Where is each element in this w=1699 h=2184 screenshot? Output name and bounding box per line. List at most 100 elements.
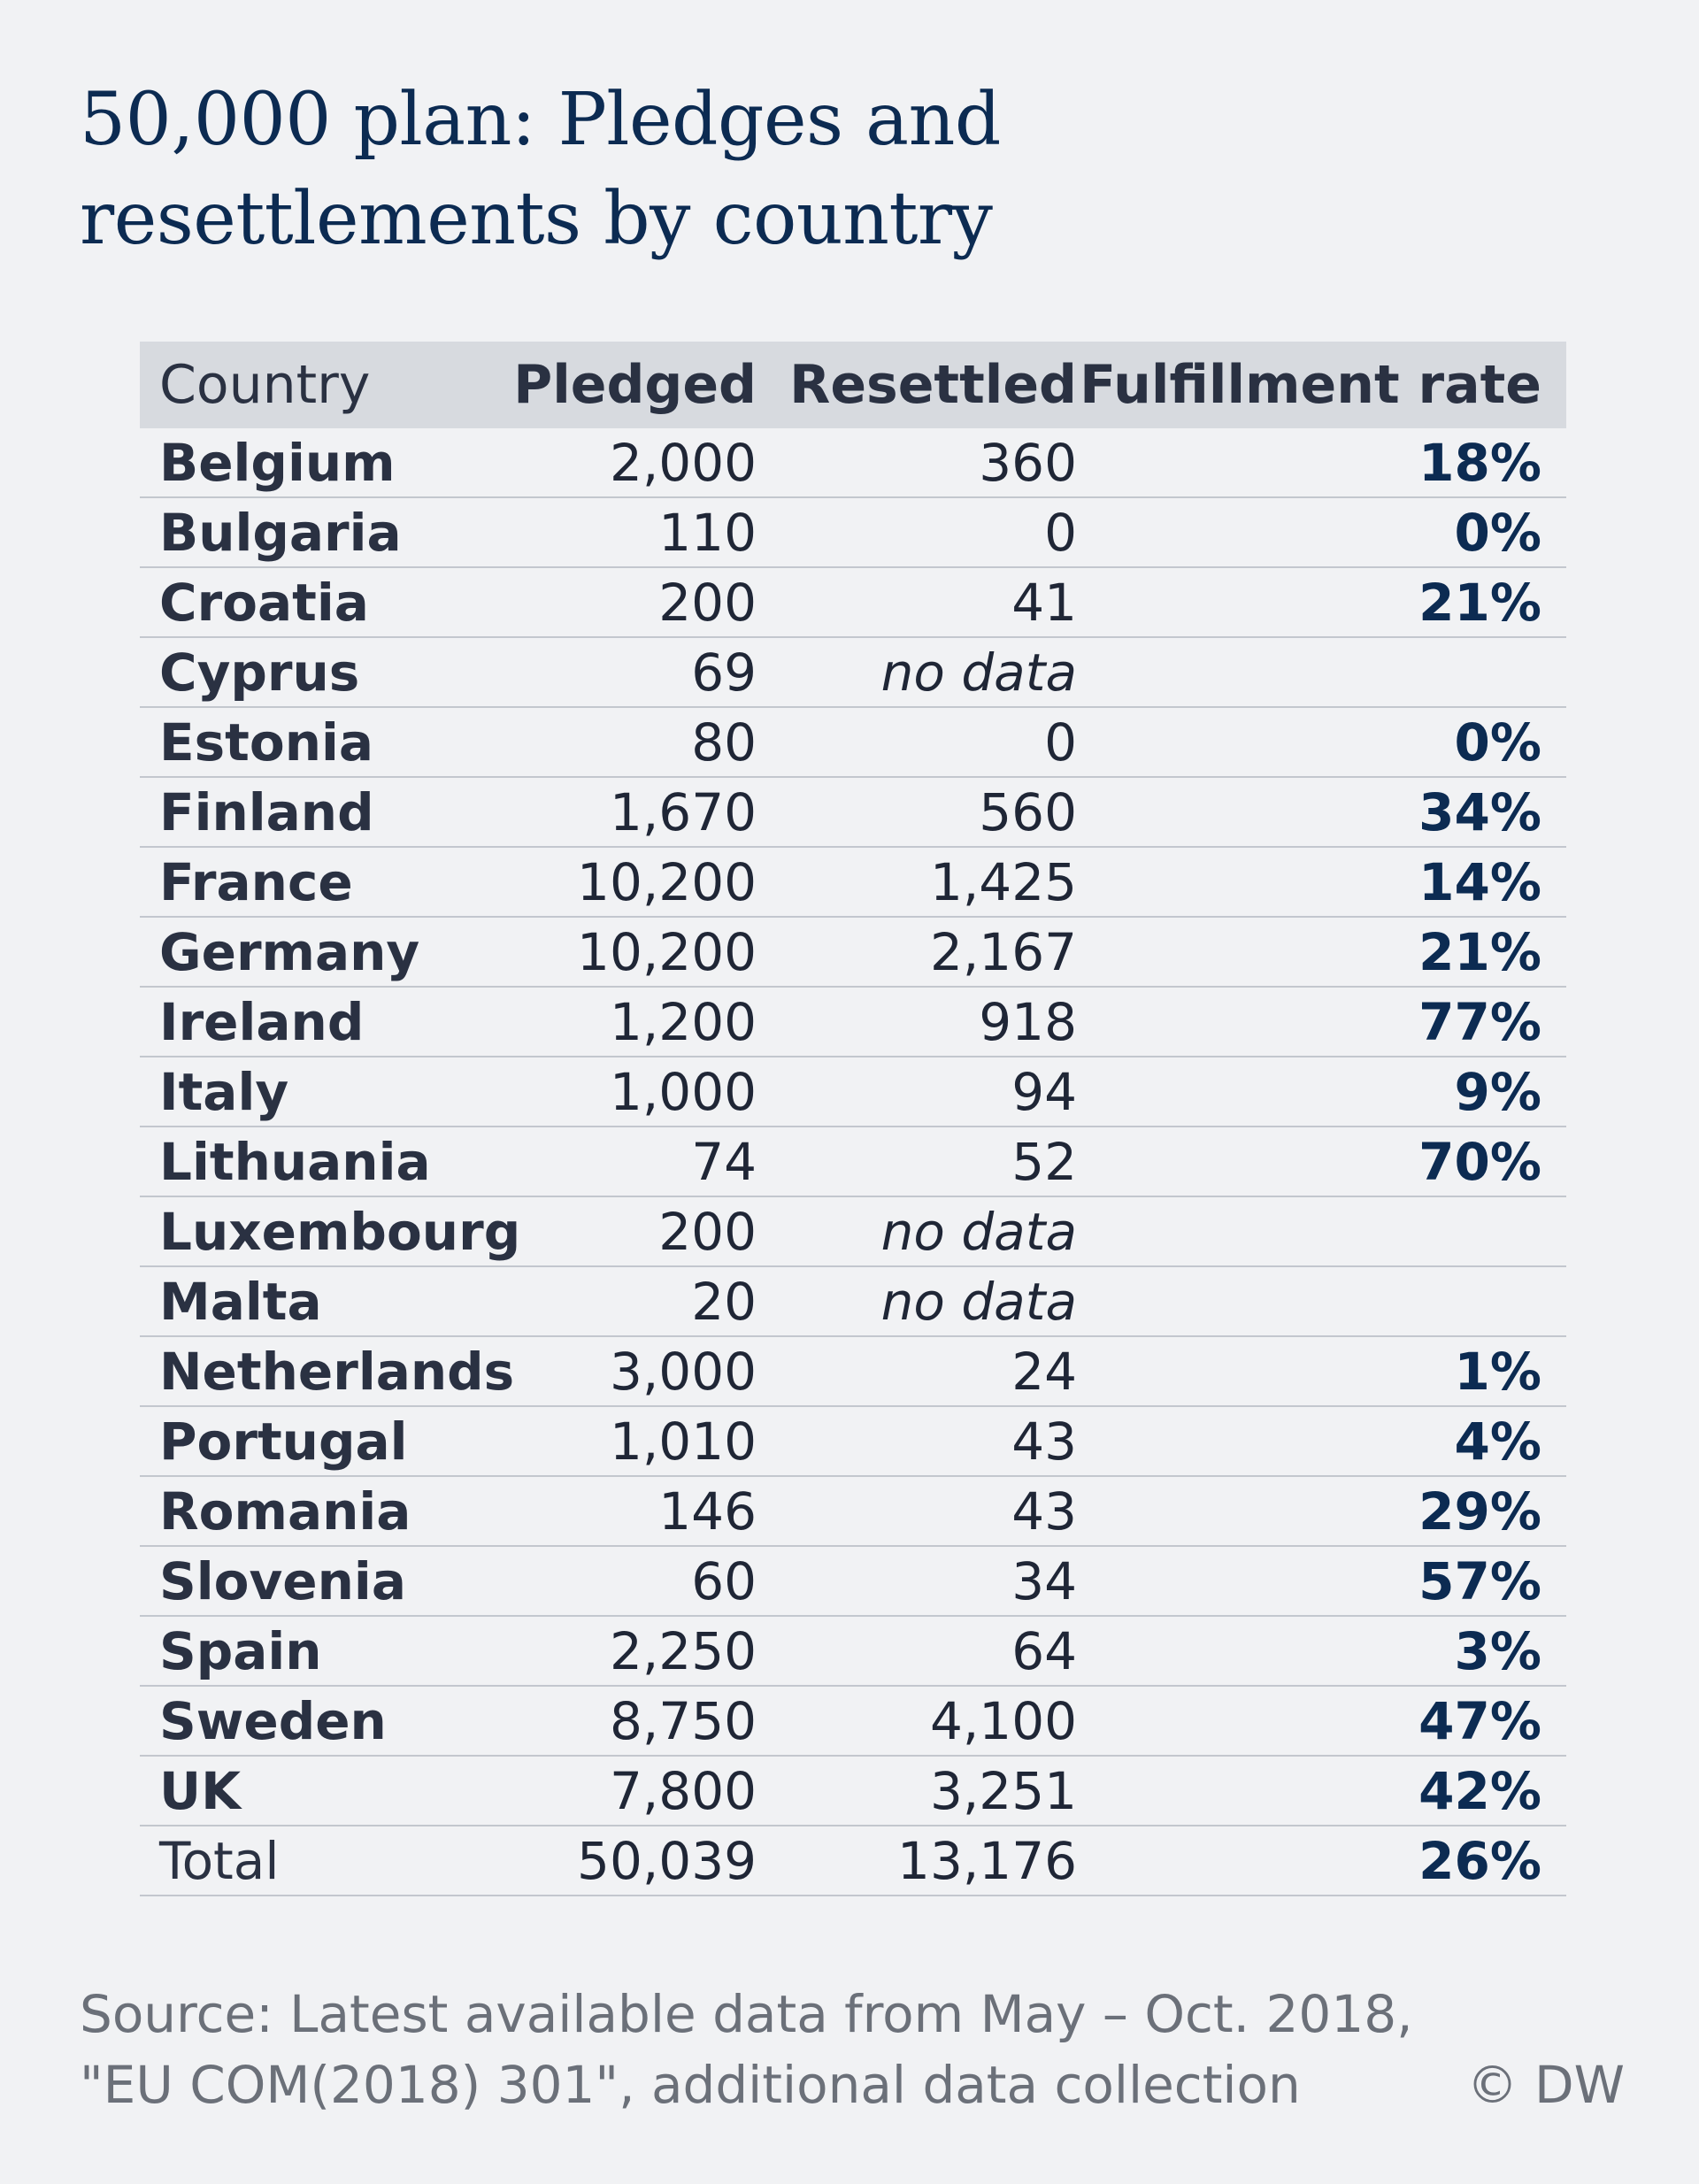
cell-country: Portugal bbox=[140, 1406, 487, 1477]
cell-fulfillment-rate: 21% bbox=[1077, 917, 1566, 988]
chart-title-line-1: 50,000 plan: Pledges and bbox=[80, 78, 1001, 162]
cell-fulfillment-rate: 0% bbox=[1077, 497, 1566, 568]
table-row: Estonia 80 0 0% bbox=[140, 707, 1566, 778]
table-row: Croatia 200 41 21% bbox=[140, 567, 1566, 638]
cell-fulfillment-rate: 21% bbox=[1077, 567, 1566, 638]
cell-fulfillment-rate: 42% bbox=[1077, 1756, 1566, 1826]
cell-fulfillment-rate: 0% bbox=[1077, 707, 1566, 778]
cell-pledged: 69 bbox=[487, 637, 757, 708]
source-line-2: "EU COM(2018) 301", additional data coll… bbox=[80, 2055, 1301, 2115]
table-row: Finland 1,670 560 34% bbox=[140, 777, 1566, 848]
table-header-row: Country Pledged Resettled Fulfillment ra… bbox=[140, 342, 1566, 428]
cell-resettled: 0 bbox=[757, 707, 1077, 778]
cell-fulfillment-rate bbox=[1077, 1266, 1566, 1337]
table-row: Slovenia 60 34 57% bbox=[140, 1546, 1566, 1617]
table-body: Belgium 2,000 360 18% Bulgaria 110 0 0% Croatia 2… bbox=[140, 428, 1566, 1896]
cell-country: Total bbox=[140, 1826, 487, 1896]
cell-resettled: 4,100 bbox=[757, 1686, 1077, 1757]
cell-country: Belgium bbox=[140, 428, 487, 498]
column-header-pledged: Pledged bbox=[487, 342, 757, 428]
cell-resettled: 52 bbox=[757, 1127, 1077, 1197]
cell-pledged: 1,000 bbox=[487, 1057, 757, 1127]
cell-fulfillment-rate: 29% bbox=[1077, 1476, 1566, 1547]
cell-resettled: 94 bbox=[757, 1057, 1077, 1127]
cell-resettled: 360 bbox=[757, 428, 1077, 498]
cell-fulfillment-rate: 57% bbox=[1077, 1546, 1566, 1617]
table-row: Cyprus 69 no data bbox=[140, 637, 1566, 708]
cell-resettled: 3,251 bbox=[757, 1756, 1077, 1826]
cell-fulfillment-rate: 3% bbox=[1077, 1616, 1566, 1687]
table-row: Netherlands 3,000 24 1% bbox=[140, 1336, 1566, 1407]
cell-pledged: 20 bbox=[487, 1266, 757, 1337]
cell-country: Ireland bbox=[140, 987, 487, 1057]
cell-fulfillment-rate: 34% bbox=[1077, 777, 1566, 848]
cell-pledged: 8,750 bbox=[487, 1686, 757, 1757]
cell-pledged: 3,000 bbox=[487, 1336, 757, 1407]
cell-resettled: 560 bbox=[757, 777, 1077, 848]
cell-country: Croatia bbox=[140, 567, 487, 638]
cell-country: Bulgaria bbox=[140, 497, 487, 568]
table-row: Bulgaria 110 0 0% bbox=[140, 497, 1566, 568]
cell-resettled: 1,425 bbox=[757, 847, 1077, 918]
cell-resettled: 34 bbox=[757, 1546, 1077, 1617]
cell-fulfillment-rate: 1% bbox=[1077, 1336, 1566, 1407]
cell-country: Germany bbox=[140, 917, 487, 988]
cell-resettled: 0 bbox=[757, 497, 1077, 568]
cell-resettled: 2,167 bbox=[757, 917, 1077, 988]
source-line-1: Source: Latest available data from May –… bbox=[80, 1984, 1413, 2044]
cell-resettled: no data bbox=[757, 637, 1077, 708]
cell-pledged: 200 bbox=[487, 567, 757, 638]
cell-fulfillment-rate bbox=[1077, 1196, 1566, 1267]
cell-resettled: 64 bbox=[757, 1616, 1077, 1687]
cell-country: Sweden bbox=[140, 1686, 487, 1757]
cell-resettled: 41 bbox=[757, 567, 1077, 638]
table-row: Spain 2,250 64 3% bbox=[140, 1616, 1566, 1687]
cell-country: Estonia bbox=[140, 707, 487, 778]
cell-country: Finland bbox=[140, 777, 487, 848]
cell-resettled: no data bbox=[757, 1196, 1077, 1267]
cell-fulfillment-rate: 70% bbox=[1077, 1127, 1566, 1197]
cell-resettled: 13,176 bbox=[757, 1826, 1077, 1896]
chart-title: 50,000 plan: Pledges and resettlements b… bbox=[80, 71, 1407, 269]
cell-fulfillment-rate: 14% bbox=[1077, 847, 1566, 918]
cell-country: Spain bbox=[140, 1616, 487, 1687]
cell-fulfillment-rate: 26% bbox=[1077, 1826, 1566, 1896]
cell-fulfillment-rate: 9% bbox=[1077, 1057, 1566, 1127]
cell-country: Lithuania bbox=[140, 1127, 487, 1197]
cell-resettled: 43 bbox=[757, 1406, 1077, 1477]
cell-country: Netherlands bbox=[140, 1336, 514, 1407]
table-row: Romania 146 43 29% bbox=[140, 1476, 1566, 1547]
source-note: Source: Latest available data from May –… bbox=[80, 1979, 1413, 2120]
cell-country: Malta bbox=[140, 1266, 487, 1337]
cell-country: France bbox=[140, 847, 487, 918]
cell-country: Italy bbox=[140, 1057, 487, 1127]
cell-pledged: 146 bbox=[487, 1476, 757, 1547]
table-row: Malta 20 no data bbox=[140, 1266, 1566, 1337]
cell-resettled: 24 bbox=[757, 1336, 1077, 1407]
cell-fulfillment-rate bbox=[1077, 637, 1566, 708]
cell-pledged: 2,250 bbox=[487, 1616, 757, 1687]
cell-pledged: 60 bbox=[487, 1546, 757, 1617]
cell-country: UK bbox=[140, 1756, 487, 1826]
resettlement-table: Country Pledged Resettled Fulfillment ra… bbox=[140, 342, 1566, 1896]
cell-resettled: 43 bbox=[757, 1476, 1077, 1547]
cell-fulfillment-rate: 47% bbox=[1077, 1686, 1566, 1757]
cell-fulfillment-rate: 18% bbox=[1077, 428, 1566, 498]
cell-pledged: 1,010 bbox=[487, 1406, 757, 1477]
cell-pledged: 110 bbox=[487, 497, 757, 568]
cell-fulfillment-rate: 77% bbox=[1077, 987, 1566, 1057]
cell-pledged: 10,200 bbox=[487, 917, 757, 988]
table-row: Portugal 1,010 43 4% bbox=[140, 1406, 1566, 1477]
cell-country: Slovenia bbox=[140, 1546, 487, 1617]
cell-pledged: 74 bbox=[487, 1127, 757, 1197]
column-header-fulfillment-rate: Fulfillment rate bbox=[1077, 342, 1566, 428]
column-header-country: Country bbox=[140, 342, 487, 428]
table-row: Italy 1,000 94 9% bbox=[140, 1057, 1566, 1127]
cell-country: Romania bbox=[140, 1476, 487, 1547]
table-row: UK 7,800 3,251 42% bbox=[140, 1756, 1566, 1826]
copyright-credit: © DW bbox=[1466, 2055, 1625, 2115]
cell-pledged: 80 bbox=[487, 707, 757, 778]
column-header-resettled: Resettled bbox=[757, 342, 1077, 428]
cell-pledged: 1,200 bbox=[487, 987, 757, 1057]
cell-pledged: 1,670 bbox=[487, 777, 757, 848]
